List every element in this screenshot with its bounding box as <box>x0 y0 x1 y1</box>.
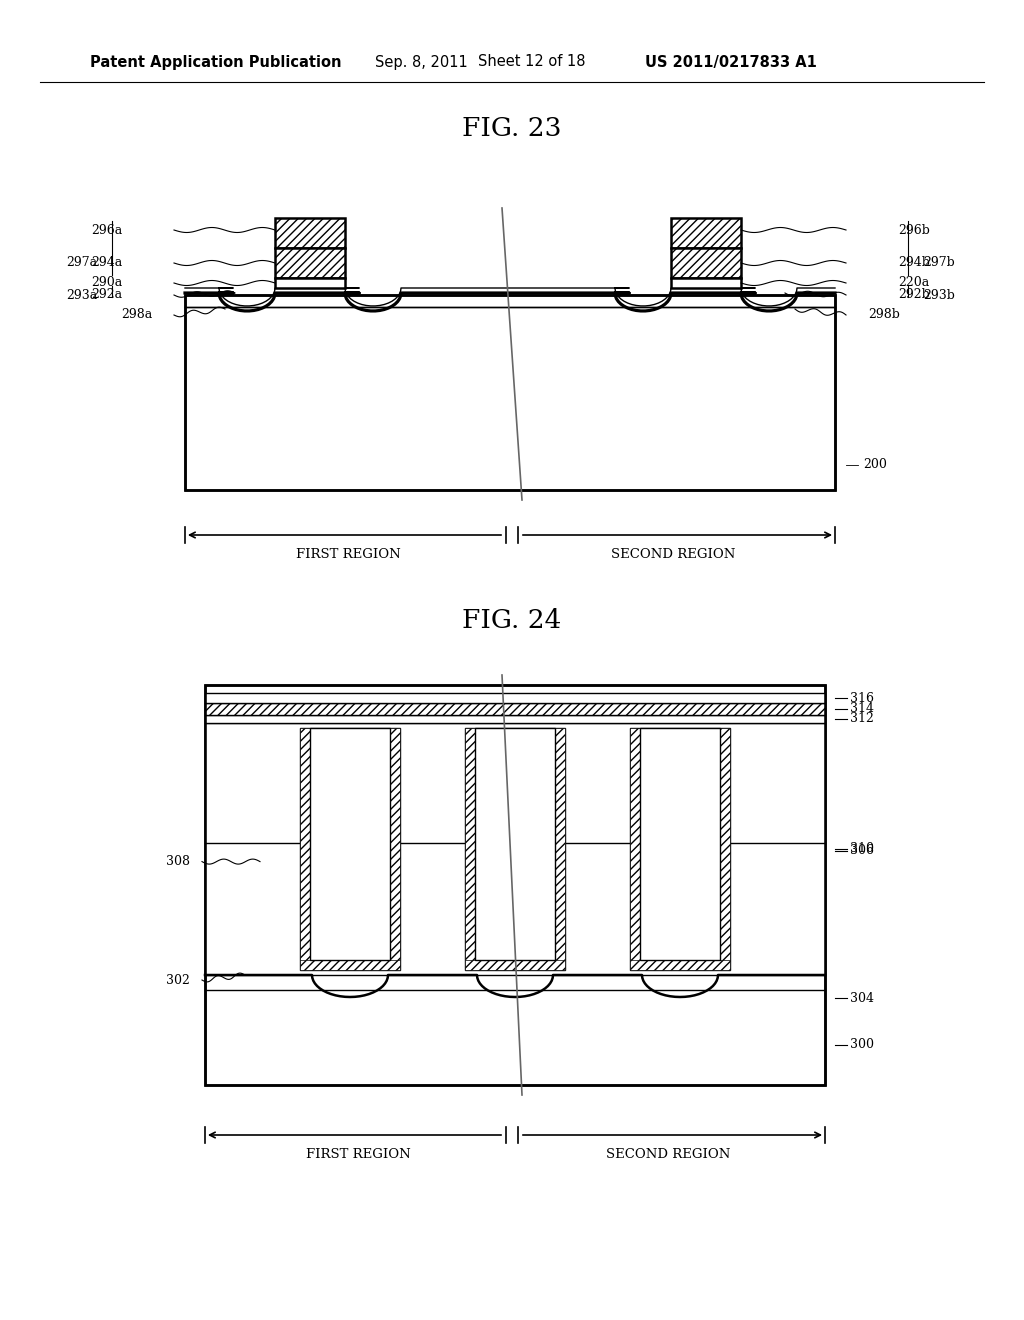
Text: 312: 312 <box>850 713 873 726</box>
Text: 306: 306 <box>850 845 874 858</box>
Text: 220a: 220a <box>898 276 929 289</box>
Text: 310: 310 <box>850 842 874 855</box>
Bar <box>555 729 565 970</box>
Bar <box>205 685 825 1085</box>
Text: 297a: 297a <box>66 256 97 269</box>
Text: FIRST REGION: FIRST REGION <box>296 549 400 561</box>
Bar <box>185 294 835 490</box>
Bar <box>671 279 741 288</box>
Bar <box>465 960 565 970</box>
Bar <box>310 729 390 960</box>
Bar <box>185 294 835 490</box>
Text: FIRST REGION: FIRST REGION <box>306 1148 411 1162</box>
Text: SECOND REGION: SECOND REGION <box>611 549 735 561</box>
Text: FIG. 23: FIG. 23 <box>462 116 562 140</box>
Text: 302: 302 <box>166 974 190 986</box>
Bar <box>205 715 825 723</box>
Text: 296b: 296b <box>898 223 930 236</box>
Bar <box>300 960 400 970</box>
Text: 293b: 293b <box>923 289 954 302</box>
Text: 300: 300 <box>850 1039 874 1052</box>
Bar <box>275 279 345 288</box>
Text: 292a: 292a <box>91 289 122 301</box>
Text: 294a: 294a <box>91 256 122 269</box>
Bar <box>475 729 555 960</box>
Text: 297b: 297b <box>923 256 954 269</box>
Text: 298b: 298b <box>868 309 900 322</box>
Text: 298a: 298a <box>121 309 152 322</box>
Text: Patent Application Publication: Patent Application Publication <box>90 54 341 70</box>
Bar <box>300 729 310 970</box>
Text: 308: 308 <box>166 855 190 869</box>
Text: Sep. 8, 2011: Sep. 8, 2011 <box>375 54 468 70</box>
Bar <box>205 685 825 1085</box>
Bar <box>205 704 825 715</box>
Text: 316: 316 <box>850 692 874 705</box>
Bar <box>671 218 741 248</box>
Bar <box>720 729 730 970</box>
Text: 290a: 290a <box>91 276 122 289</box>
Text: 294b: 294b <box>898 256 930 269</box>
Bar <box>630 729 640 970</box>
Bar <box>390 729 400 970</box>
Text: 200: 200 <box>863 458 887 471</box>
Bar <box>671 248 741 279</box>
Bar <box>465 729 565 970</box>
Text: 292b: 292b <box>898 289 930 301</box>
Bar <box>640 729 720 960</box>
Text: Sheet 12 of 18: Sheet 12 of 18 <box>478 54 586 70</box>
Bar <box>275 248 345 279</box>
Bar <box>300 729 400 970</box>
Text: 304: 304 <box>850 991 874 1005</box>
Text: 293a: 293a <box>66 289 97 302</box>
Bar <box>465 729 475 970</box>
Text: 296a: 296a <box>91 223 122 236</box>
Bar <box>630 729 730 970</box>
Text: SECOND REGION: SECOND REGION <box>606 1148 731 1162</box>
Bar <box>205 693 825 704</box>
Bar <box>275 218 345 248</box>
Text: FIG. 24: FIG. 24 <box>462 607 562 632</box>
Text: 314: 314 <box>850 702 874 715</box>
Bar <box>205 723 825 975</box>
Text: US 2011/0217833 A1: US 2011/0217833 A1 <box>645 54 817 70</box>
Bar <box>630 960 730 970</box>
